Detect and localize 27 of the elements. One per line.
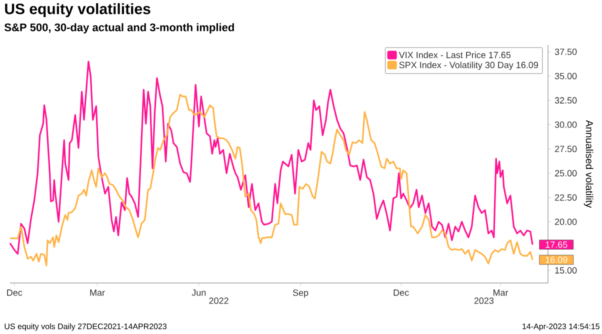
chart-title: US equity volatilities [5, 3, 150, 18]
annotation: 16.09 [546, 256, 568, 263]
y-tick-label: 35.00 [554, 72, 577, 80]
text: US equity vols Daily 27DEC2021-14APR2023 [4, 323, 167, 331]
y-tick-label: 15.00 [555, 267, 577, 274]
x-tick-label: Jun [192, 290, 206, 296]
x-tick-label: Sep [292, 290, 308, 298]
x-tick-label: Mar [493, 290, 508, 296]
y-tick-label: 37.50 [554, 48, 577, 55]
text: 14-Apr-2023 14:54:15 [522, 324, 600, 331]
y-axis-title: Annualised volatility [584, 120, 594, 208]
x-tick-label: Dec [7, 290, 22, 296]
x2-tick-label: 2023 [474, 298, 494, 304]
x-tick-label: Dec [394, 290, 409, 296]
y-tick-label: 20.00 [554, 218, 577, 225]
y-tick-label: 30.00 [554, 121, 577, 128]
chart-subtitle: S&P 500, 30-day actual and 3-month implied [4, 23, 234, 34]
y-tick-label: 25.00 [554, 170, 577, 176]
y-tick-label: 22.50 [554, 194, 577, 201]
y-tick-label: 27.50 [554, 146, 577, 152]
legend-label: VIX Index - Last Price 17.65 [398, 52, 511, 58]
x2-tick-label: 2022 [209, 298, 228, 304]
y-tick-label: 32.50 [554, 97, 577, 104]
legend-label: SPX Index - Volatility 30 Day 16.09 [399, 62, 538, 70]
x-tick-label: Mar [90, 290, 105, 296]
annotation: 17.65 [546, 241, 568, 248]
line-series [9, 94, 534, 266]
